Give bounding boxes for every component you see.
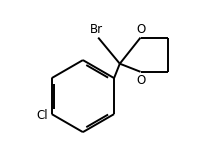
Text: Cl: Cl	[36, 109, 48, 122]
Text: O: O	[136, 23, 145, 36]
Text: Br: Br	[90, 23, 103, 36]
Text: O: O	[136, 74, 145, 87]
